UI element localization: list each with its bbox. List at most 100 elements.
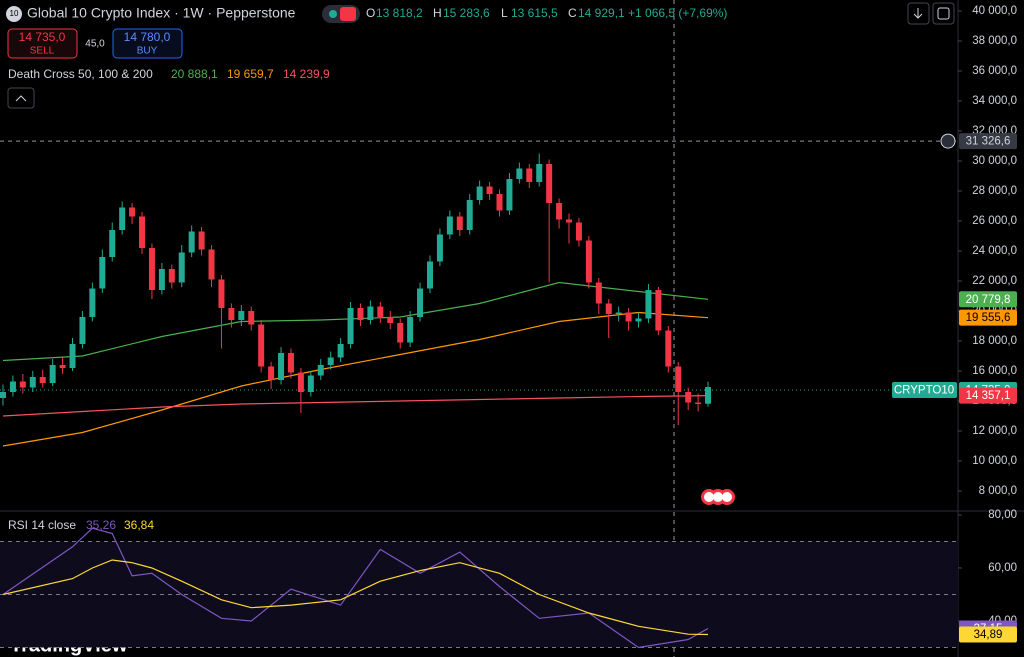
candle-body xyxy=(39,376,46,383)
candle-body xyxy=(168,268,175,283)
crosshair-tag xyxy=(959,133,1017,150)
sell-button[interactable] xyxy=(7,28,78,59)
ma50-value: 20 888,1 xyxy=(171,67,218,81)
buy-label: BUY xyxy=(137,46,158,57)
candle-body xyxy=(685,391,692,403)
candle-body xyxy=(109,229,116,257)
candle-body xyxy=(377,306,384,317)
candle-body xyxy=(526,168,533,182)
price-tag xyxy=(959,626,1017,643)
download-button[interactable] xyxy=(907,2,930,25)
ohlc-key: L xyxy=(501,6,508,20)
line-series xyxy=(2,311,709,447)
price-tag-label: 14 357,1 xyxy=(966,390,1011,402)
candle-body xyxy=(188,231,195,253)
candle-body xyxy=(615,312,622,314)
ma100-value: 19 659,7 xyxy=(227,67,274,81)
line-series xyxy=(2,527,709,649)
collapse-button[interactable] xyxy=(7,87,35,109)
spread: 45,0 xyxy=(85,39,105,50)
candle-body xyxy=(635,318,642,322)
candle-body xyxy=(238,310,245,320)
candle-body xyxy=(248,310,255,325)
ohlc-key: C xyxy=(568,6,577,20)
candle-body xyxy=(575,222,582,241)
candle-body xyxy=(645,289,652,319)
candle-body xyxy=(417,288,424,317)
symbol-tag xyxy=(892,381,957,398)
candle-body xyxy=(69,343,76,368)
candle-body xyxy=(625,312,632,322)
candle-body xyxy=(89,288,96,317)
line-series xyxy=(2,395,709,417)
candle-body xyxy=(397,322,404,343)
candle-body xyxy=(208,249,215,280)
y-tick-label: 18 000,0 xyxy=(972,335,1017,347)
candle-body xyxy=(178,252,185,283)
y-tick-label: 60,00 xyxy=(988,562,1017,574)
candle-body xyxy=(595,282,602,304)
candle-body xyxy=(357,307,364,320)
sell-label: SELL xyxy=(30,46,55,57)
collapse-icon xyxy=(15,95,27,102)
market-status xyxy=(329,10,337,18)
candle-body xyxy=(387,316,394,323)
candle-body xyxy=(347,307,354,344)
candle-body xyxy=(148,247,155,290)
events xyxy=(701,489,735,505)
candle-body xyxy=(139,216,146,248)
candle-body xyxy=(79,316,86,344)
candle-body xyxy=(327,357,334,365)
price-tag xyxy=(959,309,1017,326)
price-tag xyxy=(959,387,1017,404)
candle-body xyxy=(436,234,443,262)
rsi-title: RSI 14 close xyxy=(8,518,76,532)
candle-body xyxy=(585,240,592,283)
candle-body xyxy=(258,324,265,367)
candle-body xyxy=(556,202,563,220)
candle-body xyxy=(466,199,473,230)
candle-body xyxy=(446,216,453,235)
buy-button[interactable] xyxy=(112,28,183,59)
candle-body xyxy=(516,168,523,179)
price-tag-label: 19 555,6 xyxy=(966,312,1011,324)
y-tick-label: 26 000,0 xyxy=(972,215,1017,227)
indicator-title: Death Cross 50, 100 & 200 xyxy=(8,67,153,81)
y-tick-label: 28 000,0 xyxy=(972,185,1017,197)
line-series xyxy=(2,559,709,636)
rsi-ma-value: 36,84 xyxy=(124,518,154,532)
ohlc-key: O xyxy=(366,6,375,20)
candle-body xyxy=(566,219,573,223)
fullscreen-button[interactable] xyxy=(932,2,955,25)
crosshair-plus xyxy=(940,133,956,149)
candle-body xyxy=(198,231,205,250)
candle-body xyxy=(287,352,294,373)
candle-body xyxy=(675,366,682,392)
price-tag xyxy=(959,291,1017,308)
download-icon xyxy=(913,8,923,19)
buy-price: 14 780,0 xyxy=(124,30,171,44)
candle-body xyxy=(59,364,66,368)
ohlc-value: 13 615,5 xyxy=(511,6,558,20)
candle-body xyxy=(655,289,662,331)
candle-body xyxy=(337,343,344,358)
ma200-value: 14 239,9 xyxy=(283,67,330,81)
ohlc-value: 13 818,2 xyxy=(376,6,423,20)
candle-body xyxy=(158,268,165,290)
candle-body xyxy=(546,163,553,203)
y-tick-label: 30 000,0 xyxy=(972,155,1017,167)
candle-body xyxy=(297,372,304,392)
y-tick-label: 38 000,0 xyxy=(972,35,1017,47)
candle-body xyxy=(506,178,513,211)
candle-body xyxy=(317,364,324,376)
y-tick-label: 16 000,0 xyxy=(972,365,1017,377)
price-change: +1 066,5 (+7,69%) xyxy=(628,6,727,20)
y-tick-label: 40 000,0 xyxy=(972,5,1017,17)
y-tick-label: 34 000,0 xyxy=(972,95,1017,107)
candle-body xyxy=(29,376,36,388)
status-icon xyxy=(340,7,356,21)
ohlc-value: 14 929,1 xyxy=(578,6,625,20)
candle-body xyxy=(367,306,374,320)
price-tag-label: 34,89 xyxy=(974,629,1003,641)
